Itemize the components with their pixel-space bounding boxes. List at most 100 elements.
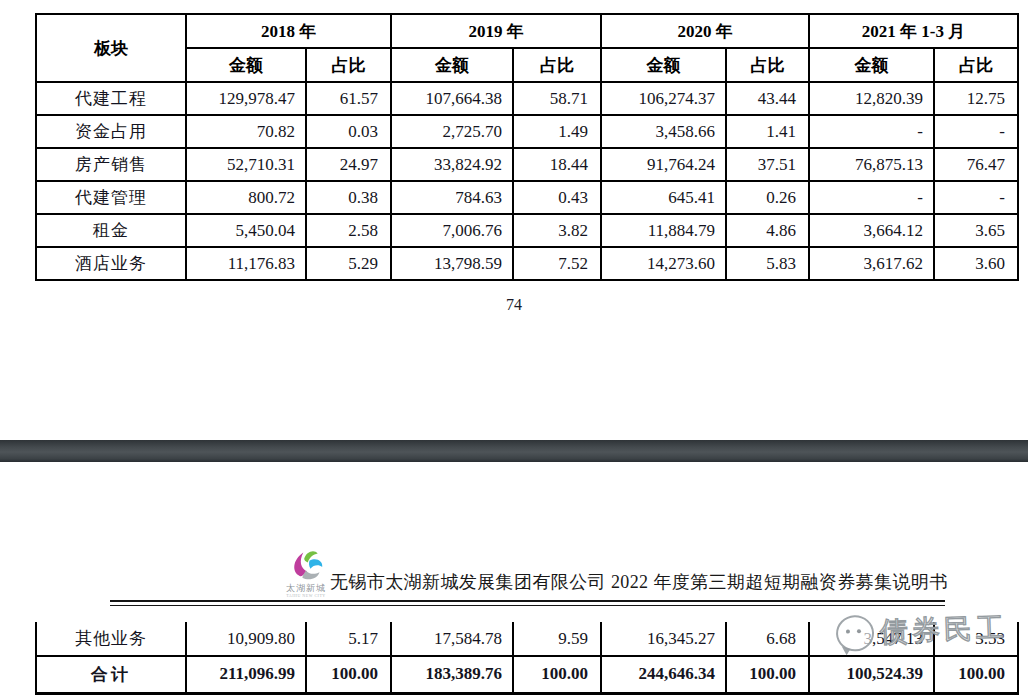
amount-cell: 211,096.99 [186, 656, 306, 693]
amount-cell: 800.72 [186, 181, 306, 214]
logo-subtext: TAIHU NEW CITY [280, 593, 332, 598]
ratio-cell: 100.00 [306, 656, 391, 693]
ratio-cell: 37.51 [726, 148, 809, 181]
row-label: 其他业务 [36, 622, 186, 656]
document-title: 无锡市太湖新城发展集团有限公司 2022 年度第三期超短期融资券募集说明书 [330, 570, 970, 594]
amount-cell: 244,646.34 [601, 656, 726, 693]
table-total-row: 合计 211,096.99 100.00 183,389.76 100.00 2… [36, 656, 1018, 693]
amount-header: 金额 [809, 48, 934, 82]
amount-cell: 11,884.79 [601, 214, 726, 247]
row-label: 资金占用 [36, 115, 186, 148]
ratio-cell: 5.17 [306, 622, 391, 656]
table-row: 资金占用 70.82 0.03 2,725.70 1.49 3,458.66 1… [36, 115, 1018, 148]
watermark-text: 债券民工 [879, 609, 1008, 651]
ratio-header: 占比 [726, 48, 809, 82]
amount-cell: 5,450.04 [186, 214, 306, 247]
amount-cell: 70.82 [186, 115, 306, 148]
year-header-2020: 2020 年 [601, 14, 809, 48]
amount-cell: 10,909.80 [186, 622, 306, 656]
amount-cell: 100,524.39 [809, 656, 934, 693]
amount-cell: 52,710.31 [186, 148, 306, 181]
amount-cell: 784.63 [391, 181, 513, 214]
document-running-header: 太湖新城 TAIHU NEW CITY 无锡市太湖新城发展集团有限公司 2022… [0, 546, 1028, 606]
ratio-cell: 0.38 [306, 181, 391, 214]
ratio-cell: 3.60 [934, 247, 1018, 280]
amount-cell: 129,978.47 [186, 82, 306, 115]
amount-cell: 12,820.39 [809, 82, 934, 115]
ratio-cell: 100.00 [934, 656, 1018, 693]
column-header-sector: 板块 [36, 14, 186, 82]
amount-cell: 3,617.62 [809, 247, 934, 280]
amount-cell: 33,824.92 [391, 148, 513, 181]
ratio-cell: 5.29 [306, 247, 391, 280]
watermark: 债券民工 [835, 609, 1008, 653]
page-number: 74 [0, 296, 1028, 314]
ratio-cell: 7.52 [513, 247, 601, 280]
amount-cell: - [809, 115, 934, 148]
ratio-header: 占比 [513, 48, 601, 82]
row-label: 合计 [36, 656, 186, 693]
amount-cell: 107,664.38 [391, 82, 513, 115]
ratio-cell: 12.75 [934, 82, 1018, 115]
amount-cell: 91,764.24 [601, 148, 726, 181]
ratio-cell: 18.44 [513, 148, 601, 181]
ratio-cell: 1.41 [726, 115, 809, 148]
company-logo: 太湖新城 TAIHU NEW CITY [280, 548, 332, 598]
year-header-2019: 2019 年 [391, 14, 601, 48]
ratio-cell: 0.03 [306, 115, 391, 148]
ratio-cell: 2.58 [306, 214, 391, 247]
amount-cell: 645.41 [601, 181, 726, 214]
ratio-cell: 58.71 [513, 82, 601, 115]
amount-cell: 76,875.13 [809, 148, 934, 181]
table-row: 代建工程 129,978.47 61.57 107,664.38 58.71 1… [36, 82, 1018, 115]
ratio-cell: - [934, 115, 1018, 148]
amount-cell: 2,725.70 [391, 115, 513, 148]
ratio-cell: 9.59 [513, 622, 601, 656]
table-row: 租金 5,450.04 2.58 7,006.76 3.82 11,884.79… [36, 214, 1018, 247]
ratio-cell: 3.82 [513, 214, 601, 247]
row-label: 代建工程 [36, 82, 186, 115]
ratio-cell: 24.97 [306, 148, 391, 181]
taihu-newcity-logo-icon [286, 548, 326, 584]
table-row: 酒店业务 11,176.83 5.29 13,798.59 7.52 14,27… [36, 247, 1018, 280]
ratio-cell: 5.83 [726, 247, 809, 280]
year-header-2018: 2018 年 [186, 14, 391, 48]
ratio-header: 占比 [306, 48, 391, 82]
amount-header: 金额 [601, 48, 726, 82]
ratio-cell: 3.65 [934, 214, 1018, 247]
document-page: 板块 2018 年 2019 年 2020 年 2021 年 1-3 月 金额 … [0, 0, 1028, 698]
ratio-cell: 100.00 [513, 656, 601, 693]
segment-revenue-table: 板块 2018 年 2019 年 2020 年 2021 年 1-3 月 金额 … [35, 13, 1019, 281]
amount-header: 金额 [186, 48, 306, 82]
amount-cell: 17,584.78 [391, 622, 513, 656]
amount-header: 金额 [391, 48, 513, 82]
amount-cell: 16,345.27 [601, 622, 726, 656]
ratio-cell: 61.57 [306, 82, 391, 115]
header-double-rule [110, 600, 945, 606]
amount-cell: 13,798.59 [391, 247, 513, 280]
logo-text: 太湖新城 [280, 584, 332, 593]
ratio-cell: 6.68 [726, 622, 809, 656]
amount-cell: 3,664.12 [809, 214, 934, 247]
ratio-cell: 1.49 [513, 115, 601, 148]
ratio-header: 占比 [934, 48, 1018, 82]
amount-cell: - [809, 181, 934, 214]
amount-cell: 3,458.66 [601, 115, 726, 148]
row-label: 租金 [36, 214, 186, 247]
ratio-cell: - [934, 181, 1018, 214]
ratio-cell: 100.00 [726, 656, 809, 693]
row-label: 酒店业务 [36, 247, 186, 280]
ratio-cell: 0.43 [513, 181, 601, 214]
chat-bubble-icon [835, 615, 874, 652]
amount-cell: 7,006.76 [391, 214, 513, 247]
amount-cell: 14,273.60 [601, 247, 726, 280]
amount-cell: 106,274.37 [601, 82, 726, 115]
table-row: 代建管理 800.72 0.38 784.63 0.43 645.41 0.26… [36, 181, 1018, 214]
ratio-cell: 0.26 [726, 181, 809, 214]
row-label: 代建管理 [36, 181, 186, 214]
row-label: 房产销售 [36, 148, 186, 181]
ratio-cell: 43.44 [726, 82, 809, 115]
ratio-cell: 4.86 [726, 214, 809, 247]
year-header-2021q1: 2021 年 1-3 月 [809, 14, 1018, 48]
table-row: 房产销售 52,710.31 24.97 33,824.92 18.44 91,… [36, 148, 1018, 181]
